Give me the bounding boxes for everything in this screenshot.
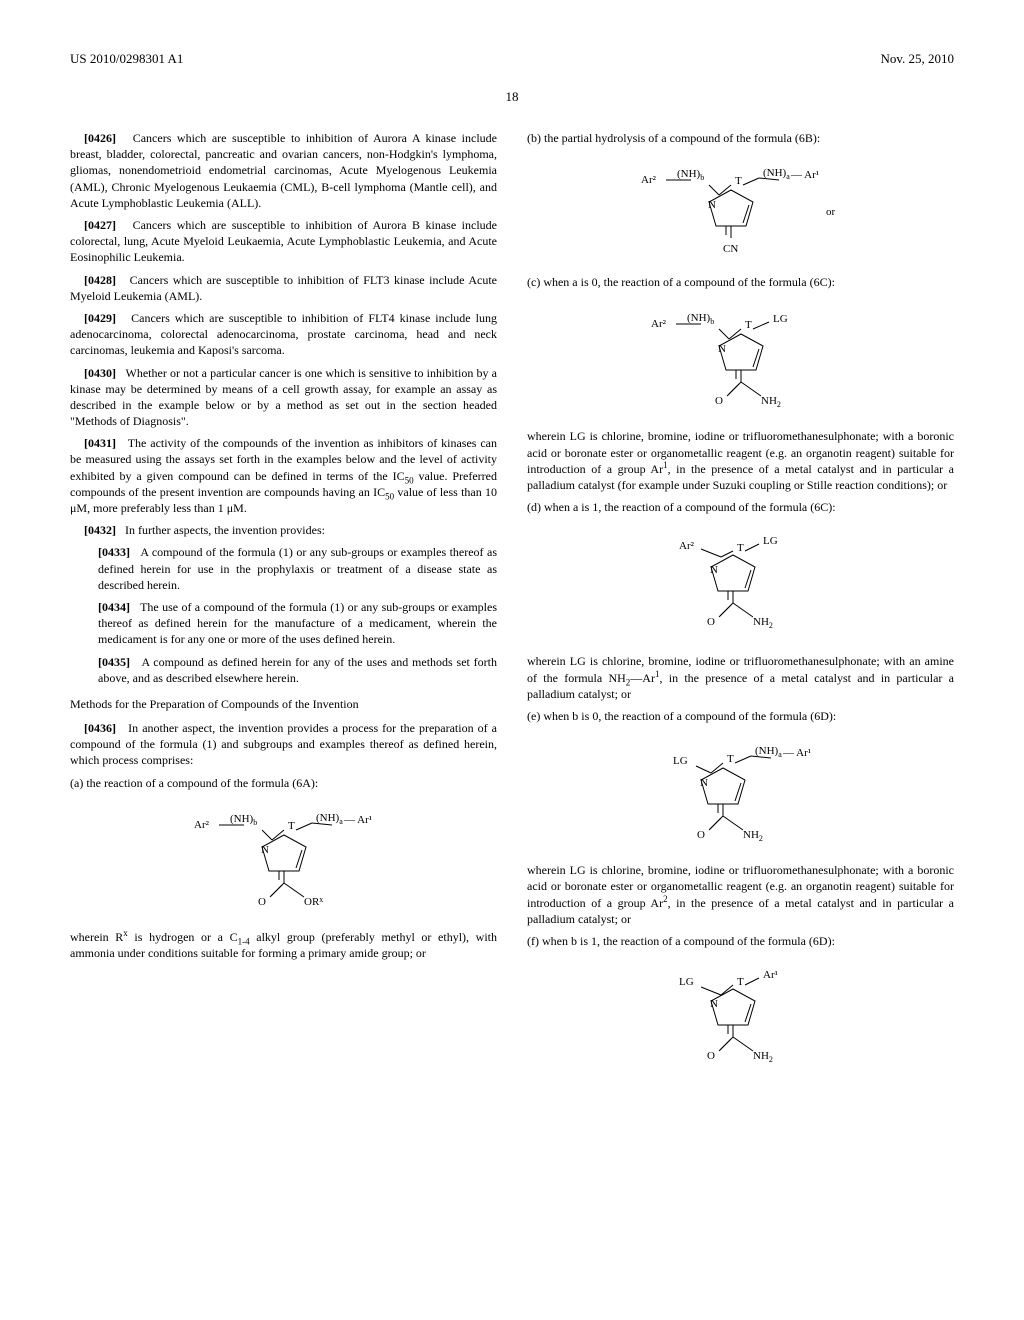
paragraph: [0434] The use of a compound of the form… [98, 599, 497, 648]
svg-text:N: N [718, 343, 726, 355]
svg-text:LG: LG [679, 976, 694, 988]
svg-text:(NH)b: (NH)b [230, 813, 257, 827]
svg-text:O: O [715, 395, 723, 407]
step-b: (b) the partial hydrolysis of a compound… [527, 130, 954, 146]
chemical-structure-6c-2: Ar² T LG N O NH2 [527, 529, 954, 639]
para-number: [0426] [84, 131, 116, 145]
svg-text:(NH)a: (NH)a [755, 745, 782, 759]
para-text: Whether or not a particular cancer is on… [70, 366, 497, 429]
para-number: [0435] [98, 655, 130, 669]
svg-text:T: T [737, 976, 744, 988]
para-number: [0432] [84, 523, 116, 537]
para-number: [0427] [84, 218, 116, 232]
step-d-after: wherein LG is chlorine, bromine, iodine … [527, 653, 954, 702]
svg-text:T: T [735, 175, 742, 187]
step-a-after: wherein Rx is hydrogen or a C1-4 alkyl g… [70, 929, 497, 961]
svg-text:O: O [258, 896, 266, 908]
svg-text:— Ar¹: — Ar¹ [343, 814, 372, 826]
svg-text:(NH)a: (NH)a [763, 167, 790, 181]
para-text: In another aspect, the invention provide… [70, 721, 497, 767]
paragraph: [0436] In another aspect, the invention … [70, 720, 497, 769]
svg-text:Ar²: Ar² [679, 540, 695, 552]
svg-text:N: N [710, 564, 718, 576]
svg-text:T: T [727, 753, 734, 765]
para-text: Cancers which are susceptible to inhibit… [70, 273, 497, 303]
chemical-structure-6d-1: LG T (NH)a — Ar¹ N O NH2 [527, 738, 954, 848]
step-d: (d) when a is 1, the reaction of a compo… [527, 499, 954, 515]
svg-text:T: T [737, 542, 744, 554]
svg-text:NH2: NH2 [761, 395, 781, 409]
svg-text:— Ar¹: — Ar¹ [790, 169, 819, 181]
step-c: (c) when a is 0, the reaction of a compo… [527, 274, 954, 290]
para-text: Cancers which are susceptible to inhibit… [70, 218, 497, 264]
svg-text:— Ar¹: — Ar¹ [782, 747, 811, 759]
svg-text:Ar²: Ar² [194, 819, 210, 831]
svg-text:NH2: NH2 [743, 829, 763, 843]
para-number: [0433] [98, 545, 130, 559]
svg-text:T: T [288, 820, 295, 832]
para-text: The activity of the compounds of the inv… [70, 436, 497, 515]
right-column: (b) the partial hydrolysis of a compound… [527, 130, 954, 1077]
chemical-structure-6b: Ar² (NH)b T (NH)a — Ar¹ N CN or [527, 160, 954, 260]
paragraph: [0433] A compound of the formula (1) or … [98, 544, 497, 593]
para-text: The use of a compound of the formula (1)… [98, 600, 497, 646]
paragraph: [0426] Cancers which are susceptible to … [70, 130, 497, 211]
para-number: [0436] [84, 721, 116, 735]
header-right: Nov. 25, 2010 [880, 50, 954, 68]
paragraph: [0432] In further aspects, the invention… [70, 522, 497, 538]
svg-text:N: N [261, 844, 269, 856]
page-number: 18 [70, 88, 954, 106]
section-heading: Methods for the Preparation of Compounds… [70, 696, 497, 712]
para-number: [0431] [84, 436, 116, 450]
paragraph: [0435] A compound as defined herein for … [98, 654, 497, 686]
paragraph: [0427] Cancers which are susceptible to … [70, 217, 497, 266]
para-number: [0430] [84, 366, 116, 380]
para-text: A compound as defined herein for any of … [98, 655, 497, 685]
step-a: (a) the reaction of a compound of the fo… [70, 775, 497, 791]
svg-text:N: N [710, 998, 718, 1010]
para-text: A compound of the formula (1) or any sub… [98, 545, 497, 591]
svg-text:O: O [707, 616, 715, 628]
svg-text:ORx: ORx [304, 895, 323, 908]
svg-text:Ar²: Ar² [641, 174, 657, 186]
para-text: In further aspects, the invention provid… [125, 523, 325, 537]
svg-text:O: O [697, 829, 705, 841]
svg-text:(NH)b: (NH)b [677, 168, 704, 182]
step-e: (e) when b is 0, the reaction of a compo… [527, 708, 954, 724]
paragraph: [0430] Whether or not a particular cance… [70, 365, 497, 430]
svg-text:LG: LG [773, 313, 788, 325]
svg-text:Ar¹: Ar¹ [763, 969, 778, 981]
para-text: Cancers which are susceptible to inhibit… [70, 311, 497, 357]
svg-text:N: N [708, 199, 716, 211]
step-c-after: wherein LG is chlorine, bromine, iodine … [527, 428, 954, 493]
step-e-after: wherein LG is chlorine, bromine, iodine … [527, 862, 954, 927]
svg-text:T: T [745, 319, 752, 331]
chemical-structure-6d-2: LG T Ar¹ N O NH2 [527, 963, 954, 1063]
step-f: (f) when b is 1, the reaction of a compo… [527, 933, 954, 949]
paragraph: [0431] The activity of the compounds of … [70, 435, 497, 516]
header-left: US 2010/0298301 A1 [70, 50, 183, 68]
svg-text:N: N [700, 777, 708, 789]
svg-text:NH2: NH2 [753, 616, 773, 630]
chemical-structure-6a: Ar² (NH)b T (NH)a — Ar¹ N O ORx [70, 805, 497, 915]
para-text: Cancers which are susceptible to inhibit… [70, 131, 497, 210]
svg-text:NH2: NH2 [753, 1050, 773, 1063]
svg-text:O: O [707, 1050, 715, 1062]
para-number: [0429] [84, 311, 116, 325]
svg-text:Ar²: Ar² [651, 318, 667, 330]
para-number: [0428] [84, 273, 116, 287]
left-column: [0426] Cancers which are susceptible to … [70, 130, 497, 1077]
svg-text:or: or [826, 206, 836, 218]
chemical-structure-6c-1: Ar² (NH)b T LG N O NH2 [527, 304, 954, 414]
svg-text:(NH)a: (NH)a [316, 812, 343, 826]
svg-text:(NH)b: (NH)b [687, 312, 714, 326]
paragraph: [0428] Cancers which are susceptible to … [70, 272, 497, 304]
svg-text:LG: LG [763, 535, 778, 547]
svg-text:CN: CN [723, 243, 738, 255]
svg-text:LG: LG [673, 755, 688, 767]
para-number: [0434] [98, 600, 130, 614]
paragraph: [0429] Cancers which are susceptible to … [70, 310, 497, 359]
